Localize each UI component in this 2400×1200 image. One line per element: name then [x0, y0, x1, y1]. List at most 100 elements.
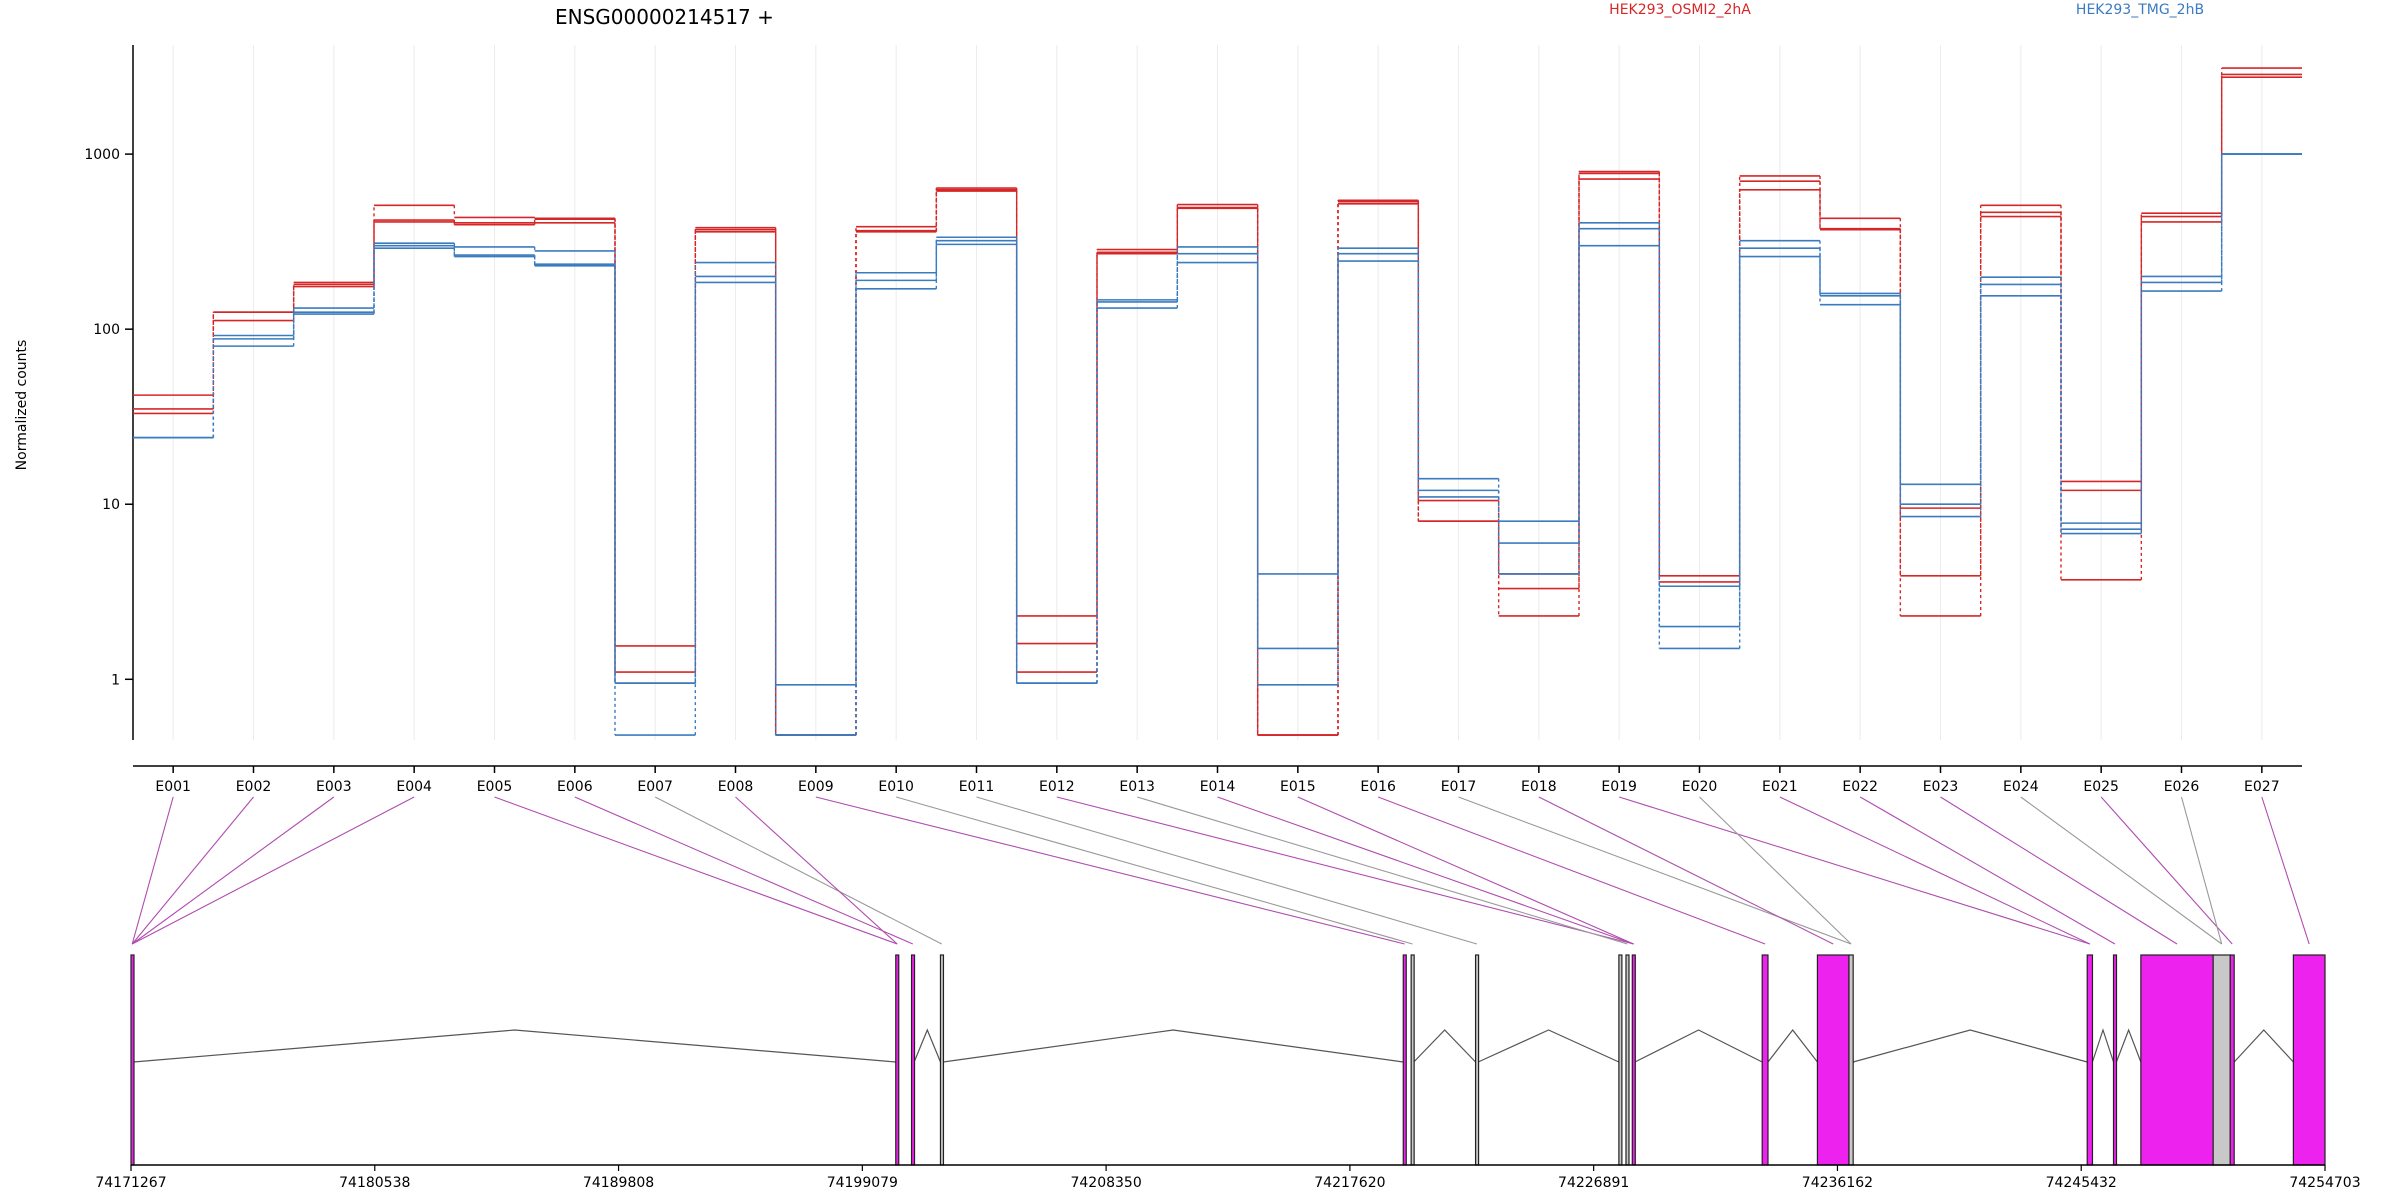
connector-e016 — [1377, 796, 1766, 945]
connector-e003 — [131, 796, 335, 945]
x-tick-label-e004: E004 — [396, 779, 432, 795]
x-tick-label-e007: E007 — [637, 779, 673, 795]
exon-bin — [1816, 954, 1850, 1166]
x-tick-label-e006: E006 — [557, 779, 593, 795]
genomic-tick-label: 74245432 — [2046, 1175, 2117, 1191]
x-tick-label-e014: E014 — [1200, 779, 1236, 795]
y-axis-label: Normalized counts — [14, 340, 30, 471]
connector-e008 — [735, 796, 898, 945]
connector-e025 — [2100, 796, 2233, 945]
y-tick-label: 10 — [102, 497, 120, 513]
x-tick-label-e008: E008 — [718, 779, 754, 795]
x-tick-label-e010: E010 — [878, 779, 914, 795]
genomic-tick-label: 74254703 — [2289, 1175, 2360, 1191]
x-tick-label-e022: E022 — [1842, 779, 1878, 795]
x-tick-label-e002: E002 — [236, 779, 272, 795]
connector-e006 — [574, 796, 914, 945]
connector-e004 — [131, 796, 415, 945]
x-tick-label-e026: E026 — [2164, 779, 2200, 795]
connector-e018 — [1538, 796, 1834, 945]
genomic-tick-label: 74199079 — [827, 1175, 898, 1191]
connector-e027 — [2261, 796, 2310, 945]
intron-junction — [2091, 1028, 2115, 1063]
intron-junction — [2115, 1028, 2142, 1063]
legend-entry-tmg: HEK293_TMG_2hB — [2076, 2, 2204, 18]
x-tick-label-e021: E021 — [1762, 779, 1798, 795]
genomic-tick-label: 74208350 — [1070, 1175, 1141, 1191]
connector-e002 — [131, 796, 254, 945]
x-tick-label-e020: E020 — [1682, 779, 1718, 795]
exon-bin — [2229, 954, 2235, 1166]
intron-junction — [1477, 1029, 1620, 1063]
intron-junction — [1413, 1029, 1477, 1063]
exon-bin — [1618, 954, 1623, 1166]
exon-bin — [910, 954, 916, 1166]
connector-e009 — [815, 796, 1405, 945]
exon-bin — [130, 954, 135, 1166]
exon-bin — [2292, 954, 2326, 1166]
x-tick-label-e015: E015 — [1280, 779, 1316, 795]
intron-junction — [1767, 1029, 1818, 1063]
genomic-tick-label: 74189808 — [583, 1175, 654, 1191]
exon-bin — [1474, 954, 1480, 1166]
y-tick-label: 100 — [93, 322, 120, 338]
connector-e010 — [896, 796, 1413, 945]
plot-area — [133, 67, 2302, 736]
connector-e020 — [1699, 796, 1852, 945]
intron-junction — [1853, 1029, 2088, 1063]
connector-e007 — [654, 796, 943, 945]
genomic-tick-label: 74217620 — [1314, 1175, 1385, 1191]
y-tick-label: 1000 — [84, 147, 120, 163]
intron-junction — [133, 1029, 896, 1063]
connector-e019 — [1619, 796, 2091, 945]
genomic-tick-label: 74226891 — [1558, 1175, 1629, 1191]
x-tick-label-e017: E017 — [1441, 779, 1477, 795]
exon-bin — [2112, 954, 2118, 1166]
connector-e017 — [1458, 796, 1852, 945]
exon-bin — [2212, 954, 2231, 1166]
exon-bin — [2140, 954, 2214, 1166]
connector-e021 — [1779, 796, 2091, 945]
exon-bin — [1761, 954, 1769, 1166]
x-tick-label-e023: E023 — [1923, 779, 1959, 795]
x-tick-label-e011: E011 — [959, 779, 995, 795]
connector-e011 — [976, 796, 1478, 945]
connector-e014 — [1217, 796, 1634, 945]
exon-bin — [1631, 954, 1636, 1166]
exon-bin — [2086, 954, 2094, 1166]
y-tick-label: 1 — [111, 672, 120, 688]
x-tick-label-e025: E025 — [2083, 779, 2119, 795]
genomic-tick-label: 74180538 — [339, 1175, 410, 1191]
x-tick-label-e009: E009 — [798, 779, 834, 795]
exon-bin — [1848, 954, 1854, 1166]
genomic-tick-label: 74236162 — [1802, 1175, 1873, 1191]
connector-e024 — [2020, 796, 2223, 945]
x-tick-label-e012: E012 — [1039, 779, 1075, 795]
exon-bin — [939, 954, 945, 1166]
connector-e001 — [131, 796, 174, 945]
connector-e022 — [1859, 796, 2116, 945]
connector-e012 — [1056, 796, 1634, 945]
x-tick-label-e024: E024 — [2003, 779, 2039, 795]
legend-entry-osmi2: HEK293_OSMI2_2hA — [1609, 2, 1751, 18]
x-tick-label-e003: E003 — [316, 779, 352, 795]
connector-e026 — [2180, 796, 2223, 945]
series-hek293_tmg_2hb-rep3 — [133, 153, 2302, 736]
exon-bin — [1410, 954, 1415, 1166]
genomic-tick-label: 74171267 — [95, 1175, 166, 1191]
exon-bin — [1625, 954, 1630, 1166]
x-tick-label-e005: E005 — [477, 779, 513, 795]
genomic-axis: 74171267 74180538 74189808 74199079 74208350… — [95, 1164, 2361, 1191]
x-tick-label-e019: E019 — [1601, 779, 1637, 795]
x-tick-label-e018: E018 — [1521, 779, 1557, 795]
chart-title: ENSG00000214517 + — [555, 5, 774, 29]
exon-connectors — [131, 796, 2310, 945]
intron-junction — [943, 1029, 1404, 1063]
intron-junction — [1634, 1029, 1763, 1063]
intron-junction — [2233, 1029, 2294, 1063]
x-tick-label-e027: E027 — [2244, 779, 2280, 795]
gridlines — [172, 45, 2263, 740]
axes: 1 10 100 1000 E001 E002 E003 E004 E005 E006 E007 E0… — [84, 45, 2302, 795]
exon-bin — [895, 954, 900, 1166]
